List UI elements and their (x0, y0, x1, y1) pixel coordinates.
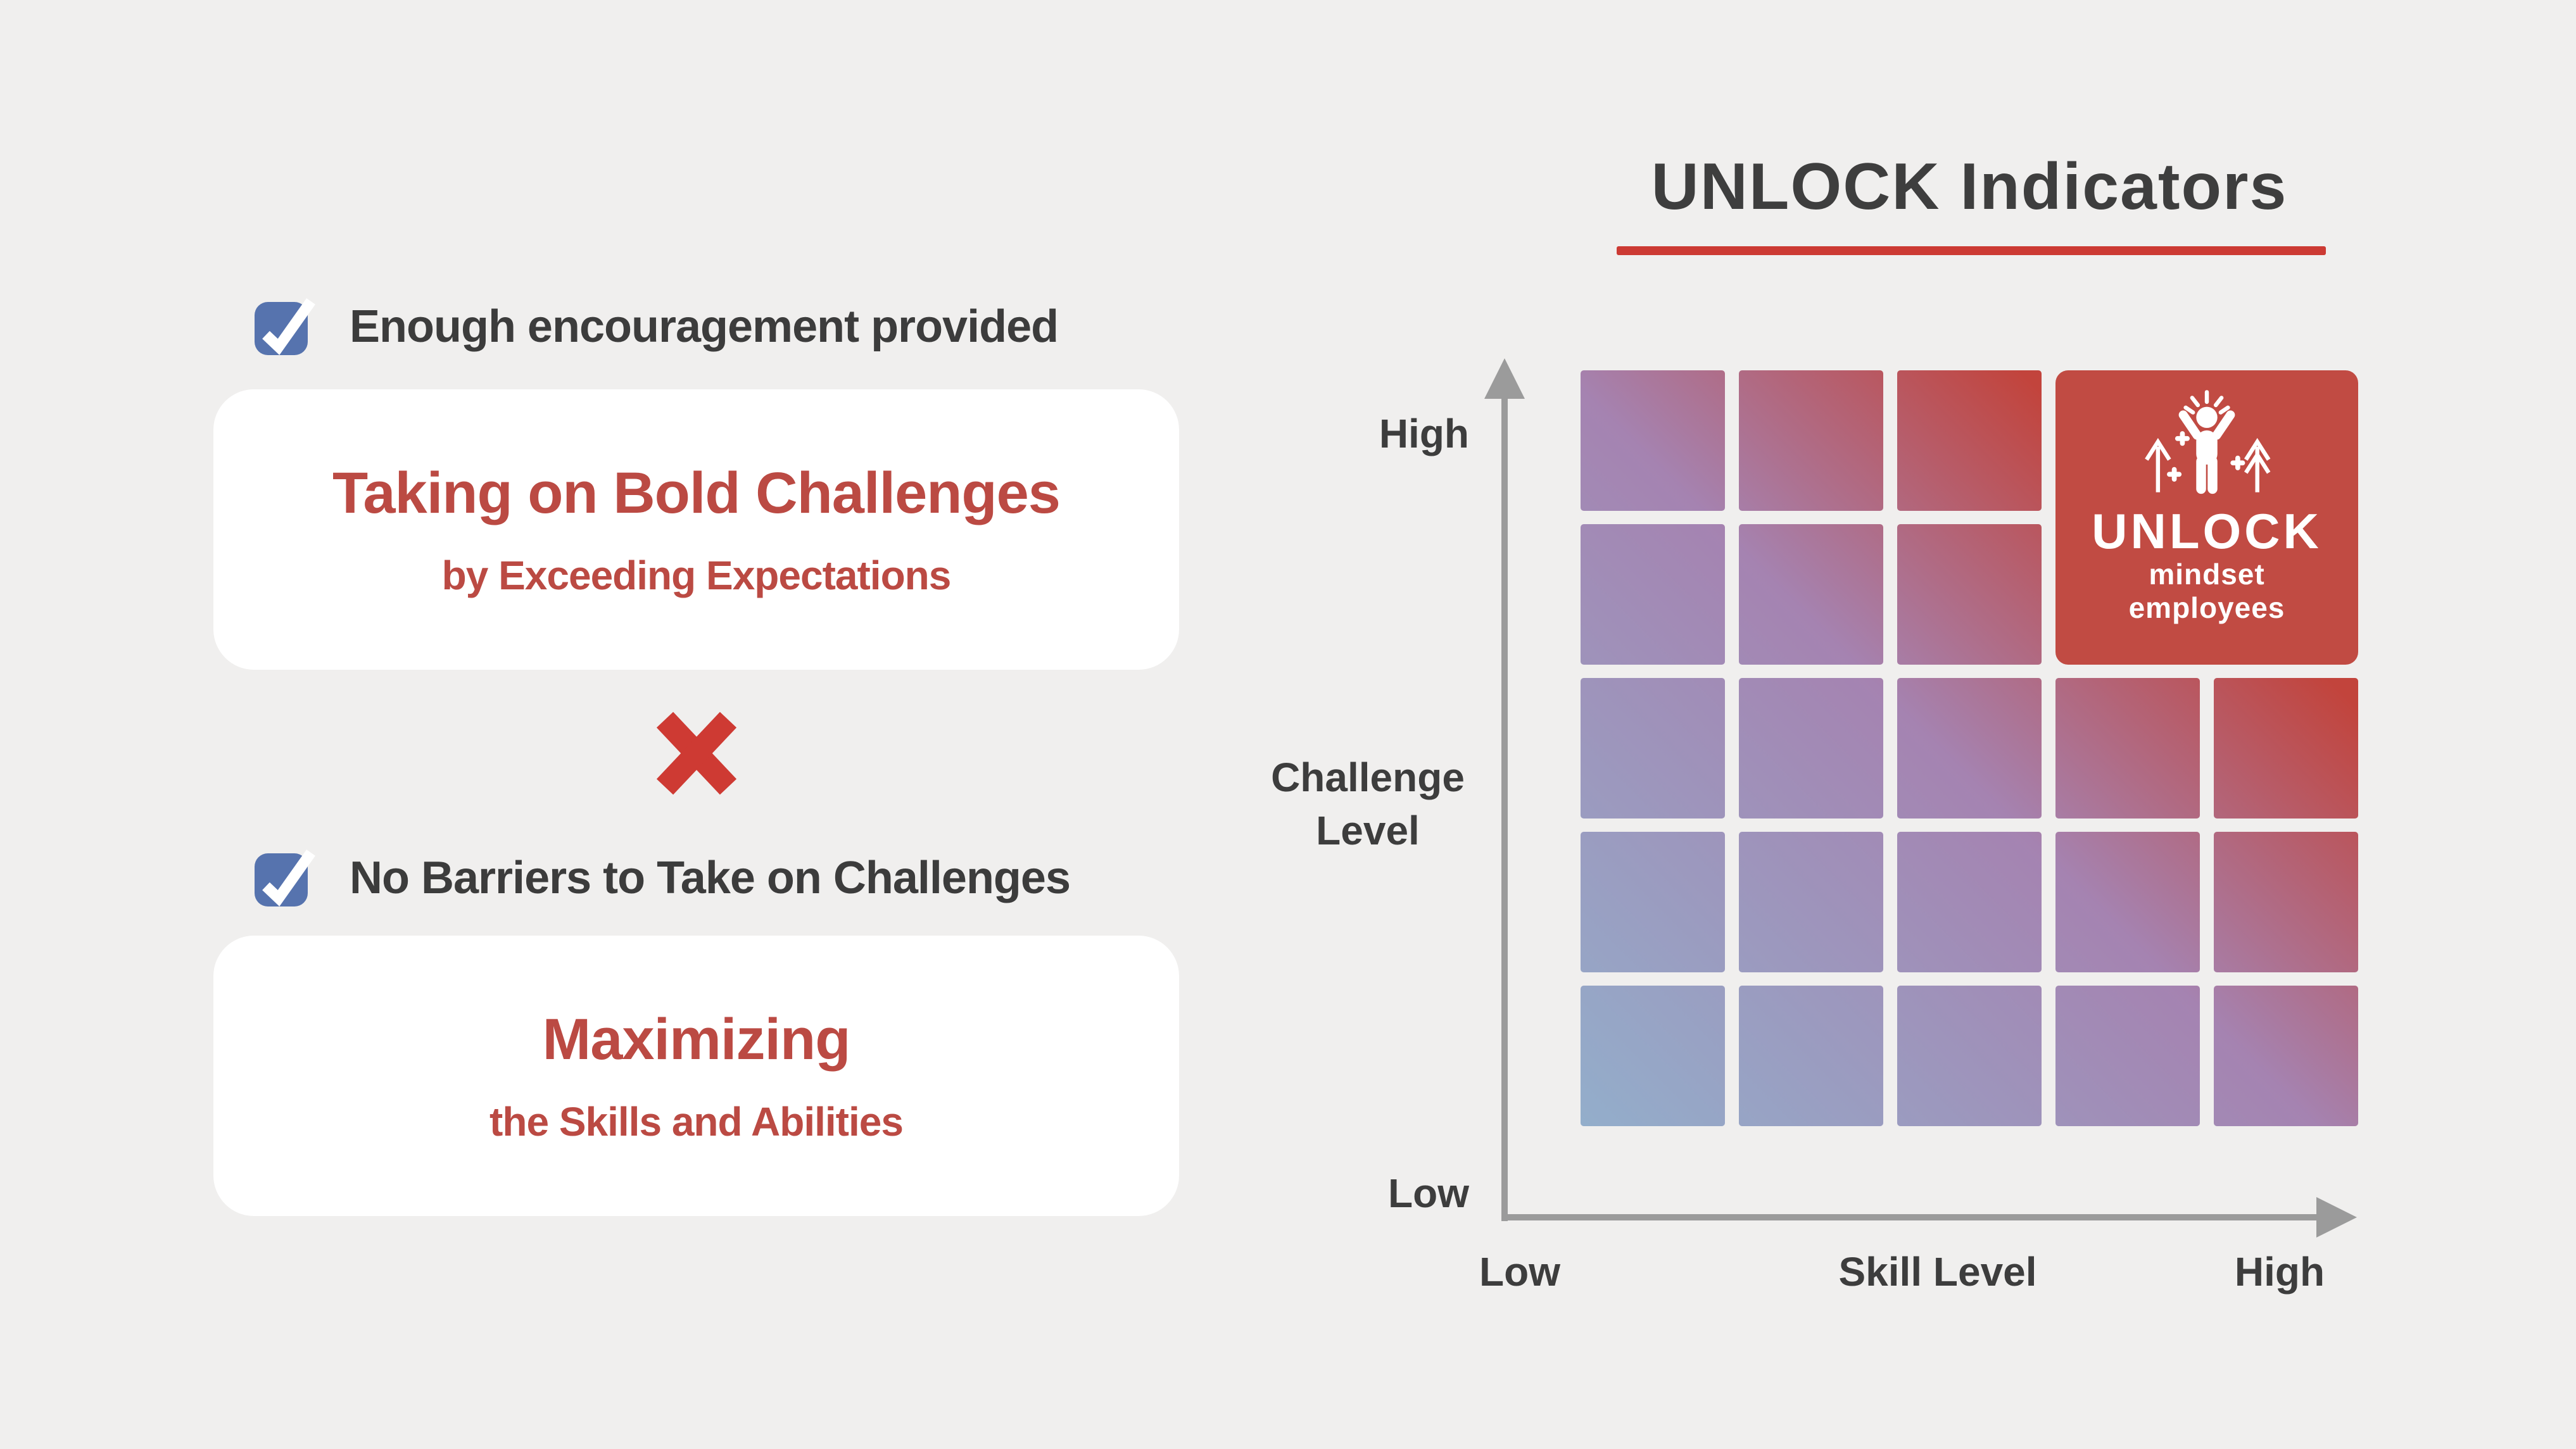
matrix-cell (1897, 986, 2042, 1126)
matrix-cell (1739, 832, 1883, 972)
card-bold-challenges: Taking on Bold Challenges by Exceeding E… (213, 389, 1179, 670)
matrix-cell (1739, 370, 1883, 511)
card-title: Maximizing (542, 1007, 851, 1072)
matrix-cell (2055, 678, 2200, 819)
matrix-cell (1739, 986, 1883, 1126)
checklist-item-no-barriers: No Barriers to Take on Challenges (253, 846, 1071, 910)
y-axis-line (1501, 385, 1508, 1221)
matrix-cell (2214, 986, 2358, 1126)
matrix-cell (2055, 986, 2200, 1126)
unlock-tile-subtitle: mindset (2149, 557, 2265, 591)
unlock-tile-title: UNLOCK (2092, 503, 2322, 559)
x-axis-arrowhead-icon (2316, 1197, 2357, 1238)
matrix-cell (1581, 370, 1725, 511)
matrix-cell (1581, 678, 1725, 819)
matrix-cell (1581, 832, 1725, 972)
y-axis-title: Challenge Level (1271, 755, 1465, 854)
matrix-grid: UNLOCK mindset employees (1581, 370, 2358, 1126)
matrix-cell (2214, 678, 2358, 819)
checkbox-checked-icon (255, 298, 315, 355)
x-axis-title: Skill Level (1838, 1249, 2037, 1295)
chart-title: UNLOCK Indicators (1651, 150, 2288, 223)
matrix-cell (1897, 832, 2042, 972)
celebrating-person-with-up-arrows-icon (2145, 390, 2271, 494)
y-axis-min-label: Low (1388, 1170, 1469, 1216)
y-axis-max-label: High (1379, 411, 1469, 456)
x-axis-max-label: High (2234, 1249, 2325, 1295)
title-underline (1617, 246, 2326, 255)
matrix-cell (1739, 524, 1883, 665)
y-axis-arrowhead-icon (1484, 358, 1525, 399)
matrix-cell (1739, 678, 1883, 819)
matrix-cell (2214, 832, 2358, 972)
x-axis-line (1501, 1214, 2320, 1220)
checkbox-checked-icon (255, 850, 315, 906)
card-maximizing: Maximizing the Skills and Abilities (213, 936, 1179, 1216)
unlock-tile-subtitle2: employees (2128, 591, 2285, 624)
card-title: Taking on Bold Challenges (332, 460, 1061, 525)
checklist-label: No Barriers to Take on Challenges (350, 853, 1071, 903)
x-axis-min-label: Low (1479, 1249, 1560, 1295)
multiply-icon (656, 712, 737, 795)
matrix-cell (1581, 986, 1725, 1126)
matrix-cell (2055, 832, 2200, 972)
card-subtitle: by Exceeding Expectations (441, 552, 952, 598)
matrix-cell (1897, 370, 2042, 511)
checklist-item-encouragement: Enough encouragement provided (253, 295, 1059, 358)
matrix-cell (1581, 524, 1725, 665)
unlock-tile: UNLOCK mindset employees (2055, 370, 2358, 665)
matrix-cell (1897, 524, 2042, 665)
card-subtitle: the Skills and Abilities (489, 1098, 904, 1145)
matrix-cell (1897, 678, 2042, 819)
checklist-label: Enough encouragement provided (350, 301, 1059, 352)
